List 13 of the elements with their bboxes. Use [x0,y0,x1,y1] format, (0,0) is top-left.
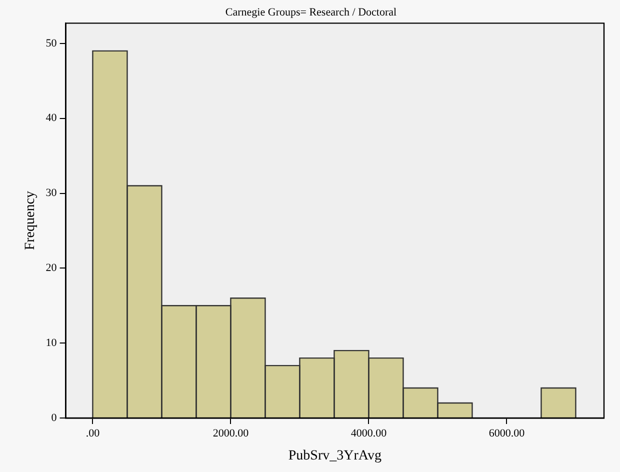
y-tick-label: 10 [46,336,58,349]
y-axis-title: Frequency [23,191,38,250]
x-tick-label: .00 [86,427,100,440]
x-tick-label: 2000.00 [212,427,250,440]
y-tick-label: 20 [46,262,58,274]
y-tick-label: 30 [46,187,58,200]
x-axis-title: PubSrv_3YrAvg [288,448,382,464]
x-tick-label: 6000.00 [488,427,526,440]
y-tick-label: 0 [51,412,58,424]
y-tick-label: 50 [46,37,58,50]
x-tick-label: 4000.00 [350,427,388,440]
y-tick-label: 40 [46,112,58,124]
chart-title: Carnegie Groups= Research / Doctoral [225,6,397,18]
